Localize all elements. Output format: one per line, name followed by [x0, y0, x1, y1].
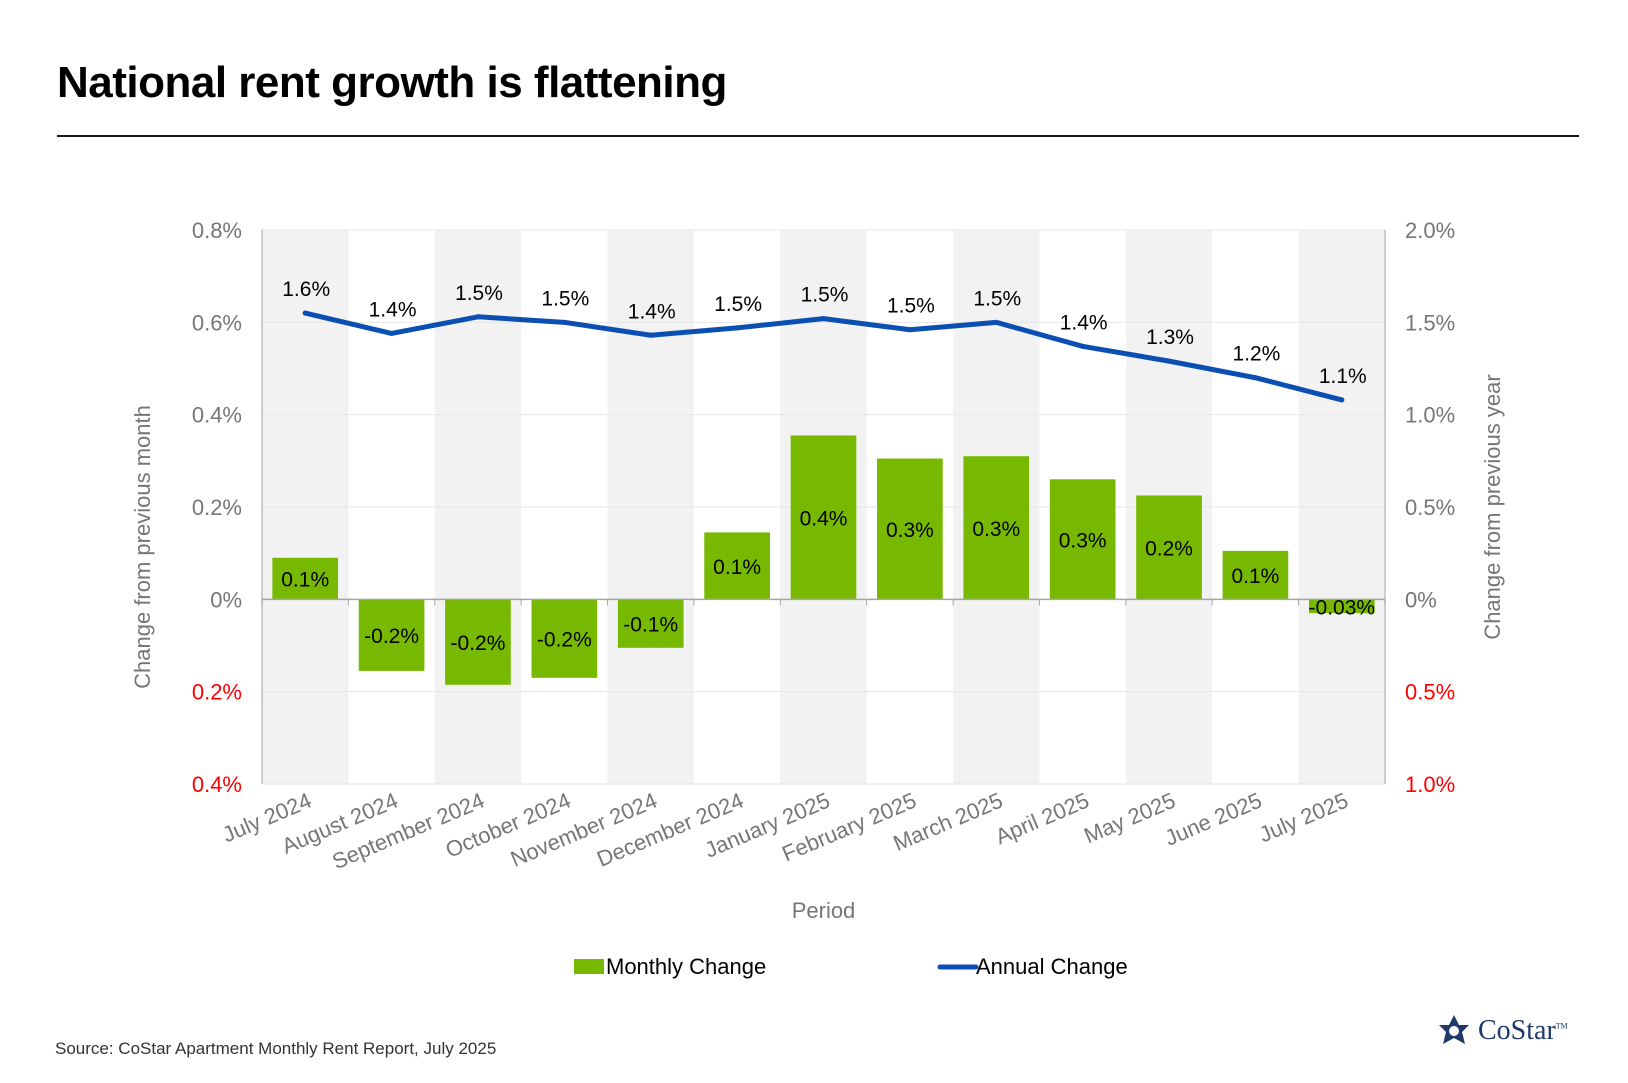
bar-monthly-change	[358, 599, 425, 671]
line-data-label: 1.2%	[1232, 343, 1280, 366]
line-data-label: 1.5%	[973, 287, 1021, 310]
x-category-label: April 2025	[992, 788, 1093, 850]
bar-data-label: 0.2%	[1145, 537, 1193, 560]
right-axis-tick-label: 2.0%	[1405, 218, 1455, 243]
bar-data-label: 0.1%	[281, 569, 329, 592]
bar-data-label: 0.3%	[886, 519, 934, 542]
x-category-label: June 2025	[1161, 788, 1265, 851]
line-data-label: 1.4%	[628, 300, 676, 323]
annual-change-point	[1252, 375, 1258, 381]
bar-monthly-change	[1222, 550, 1289, 600]
left-axis-tick-label: 0.8%	[192, 218, 242, 243]
bar-data-label: -0.2%	[537, 629, 592, 652]
line-data-label: 1.5%	[887, 295, 935, 318]
right-axis-tick-label: 0.5%	[1405, 680, 1455, 705]
line-data-label: 1.5%	[801, 284, 849, 307]
bar-data-label: 0.4%	[800, 507, 848, 530]
bar-data-label: 0.1%	[713, 556, 761, 579]
bar-monthly-change	[617, 599, 684, 648]
bar-data-label: -0.03%	[1309, 596, 1376, 619]
annual-change-point	[475, 314, 481, 320]
bar-data-label: -0.1%	[623, 614, 678, 637]
line-data-label: 1.5%	[714, 293, 762, 316]
bar-monthly-change	[445, 599, 511, 685]
right-axis-title: Change from previous year	[1480, 374, 1505, 639]
line-data-label: 1.4%	[1060, 311, 1108, 334]
x-category-label: May 2025	[1080, 788, 1179, 849]
annual-change-point	[389, 330, 395, 336]
left-axis-tick-label: 0.6%	[192, 310, 242, 335]
left-axis-tick-label: 0%	[210, 587, 242, 612]
bar-monthly-change	[1136, 495, 1202, 600]
right-axis-tick-label: 1.0%	[1405, 772, 1455, 797]
annual-change-point	[648, 332, 654, 338]
line-data-label: 1.6%	[282, 278, 330, 301]
bar-data-label: 0.3%	[972, 518, 1020, 541]
chart-title: National rent growth is flattening	[57, 58, 727, 107]
right-axis-tick-label: 0.5%	[1405, 495, 1455, 520]
bar-monthly-change	[790, 435, 857, 600]
legend-label-monthly: Monthly Change	[606, 954, 766, 979]
bar-data-label: 0.3%	[1059, 529, 1107, 552]
bar-monthly-change	[963, 456, 1030, 600]
line-data-label: 1.5%	[455, 282, 503, 305]
bar-monthly-change	[1308, 599, 1375, 614]
annual-change-point	[907, 327, 913, 333]
left-axis-title: Change from previous month	[130, 405, 155, 689]
line-data-label: 1.3%	[1146, 326, 1194, 349]
right-axis-tick-label: 0%	[1405, 587, 1437, 612]
bar-data-label: 0.1%	[1231, 565, 1279, 588]
bar-monthly-change	[531, 599, 598, 678]
costar-star-icon	[1439, 1015, 1469, 1044]
costar-logo: CoStarTM	[1436, 1013, 1568, 1049]
annual-change-point	[993, 319, 999, 325]
annual-change-point	[734, 325, 740, 331]
left-axis-tick-label: 0.2%	[192, 495, 242, 520]
annual-change-point	[1339, 397, 1345, 403]
brand-name: CoStar	[1478, 1015, 1556, 1046]
left-axis-tick-label: 0.4%	[192, 772, 242, 797]
bar-monthly-change	[704, 532, 770, 600]
annual-change-point	[302, 310, 308, 316]
x-axis-title: Period	[792, 898, 856, 923]
line-data-label: 1.5%	[541, 287, 589, 310]
legend-label-annual: Annual Change	[976, 954, 1128, 979]
right-axis-tick-label: 1.0%	[1405, 403, 1455, 428]
legend-swatch-monthly	[574, 959, 604, 974]
x-category-label: July 2025	[1255, 788, 1351, 848]
annual-change-point	[561, 319, 567, 325]
bar-data-label: -0.2%	[451, 632, 506, 655]
left-axis-tick-label: 0.4%	[192, 403, 242, 428]
bar-monthly-change	[877, 458, 943, 600]
annual-change-point	[1080, 343, 1086, 349]
bar-monthly-change	[272, 557, 339, 600]
right-axis-tick-label: 1.5%	[1405, 310, 1455, 335]
annual-change-point	[821, 316, 826, 322]
line-data-label: 1.1%	[1319, 365, 1367, 388]
line-data-label: 1.4%	[369, 298, 417, 321]
bar-monthly-change	[1049, 479, 1116, 600]
source-note: Source: CoStar Apartment Monthly Rent Re…	[55, 1039, 497, 1058]
annual-change-point	[1166, 358, 1172, 364]
left-axis-tick-label: 0.2%	[192, 680, 242, 705]
title-divider	[57, 135, 1579, 137]
bar-data-label: -0.2%	[364, 625, 419, 648]
